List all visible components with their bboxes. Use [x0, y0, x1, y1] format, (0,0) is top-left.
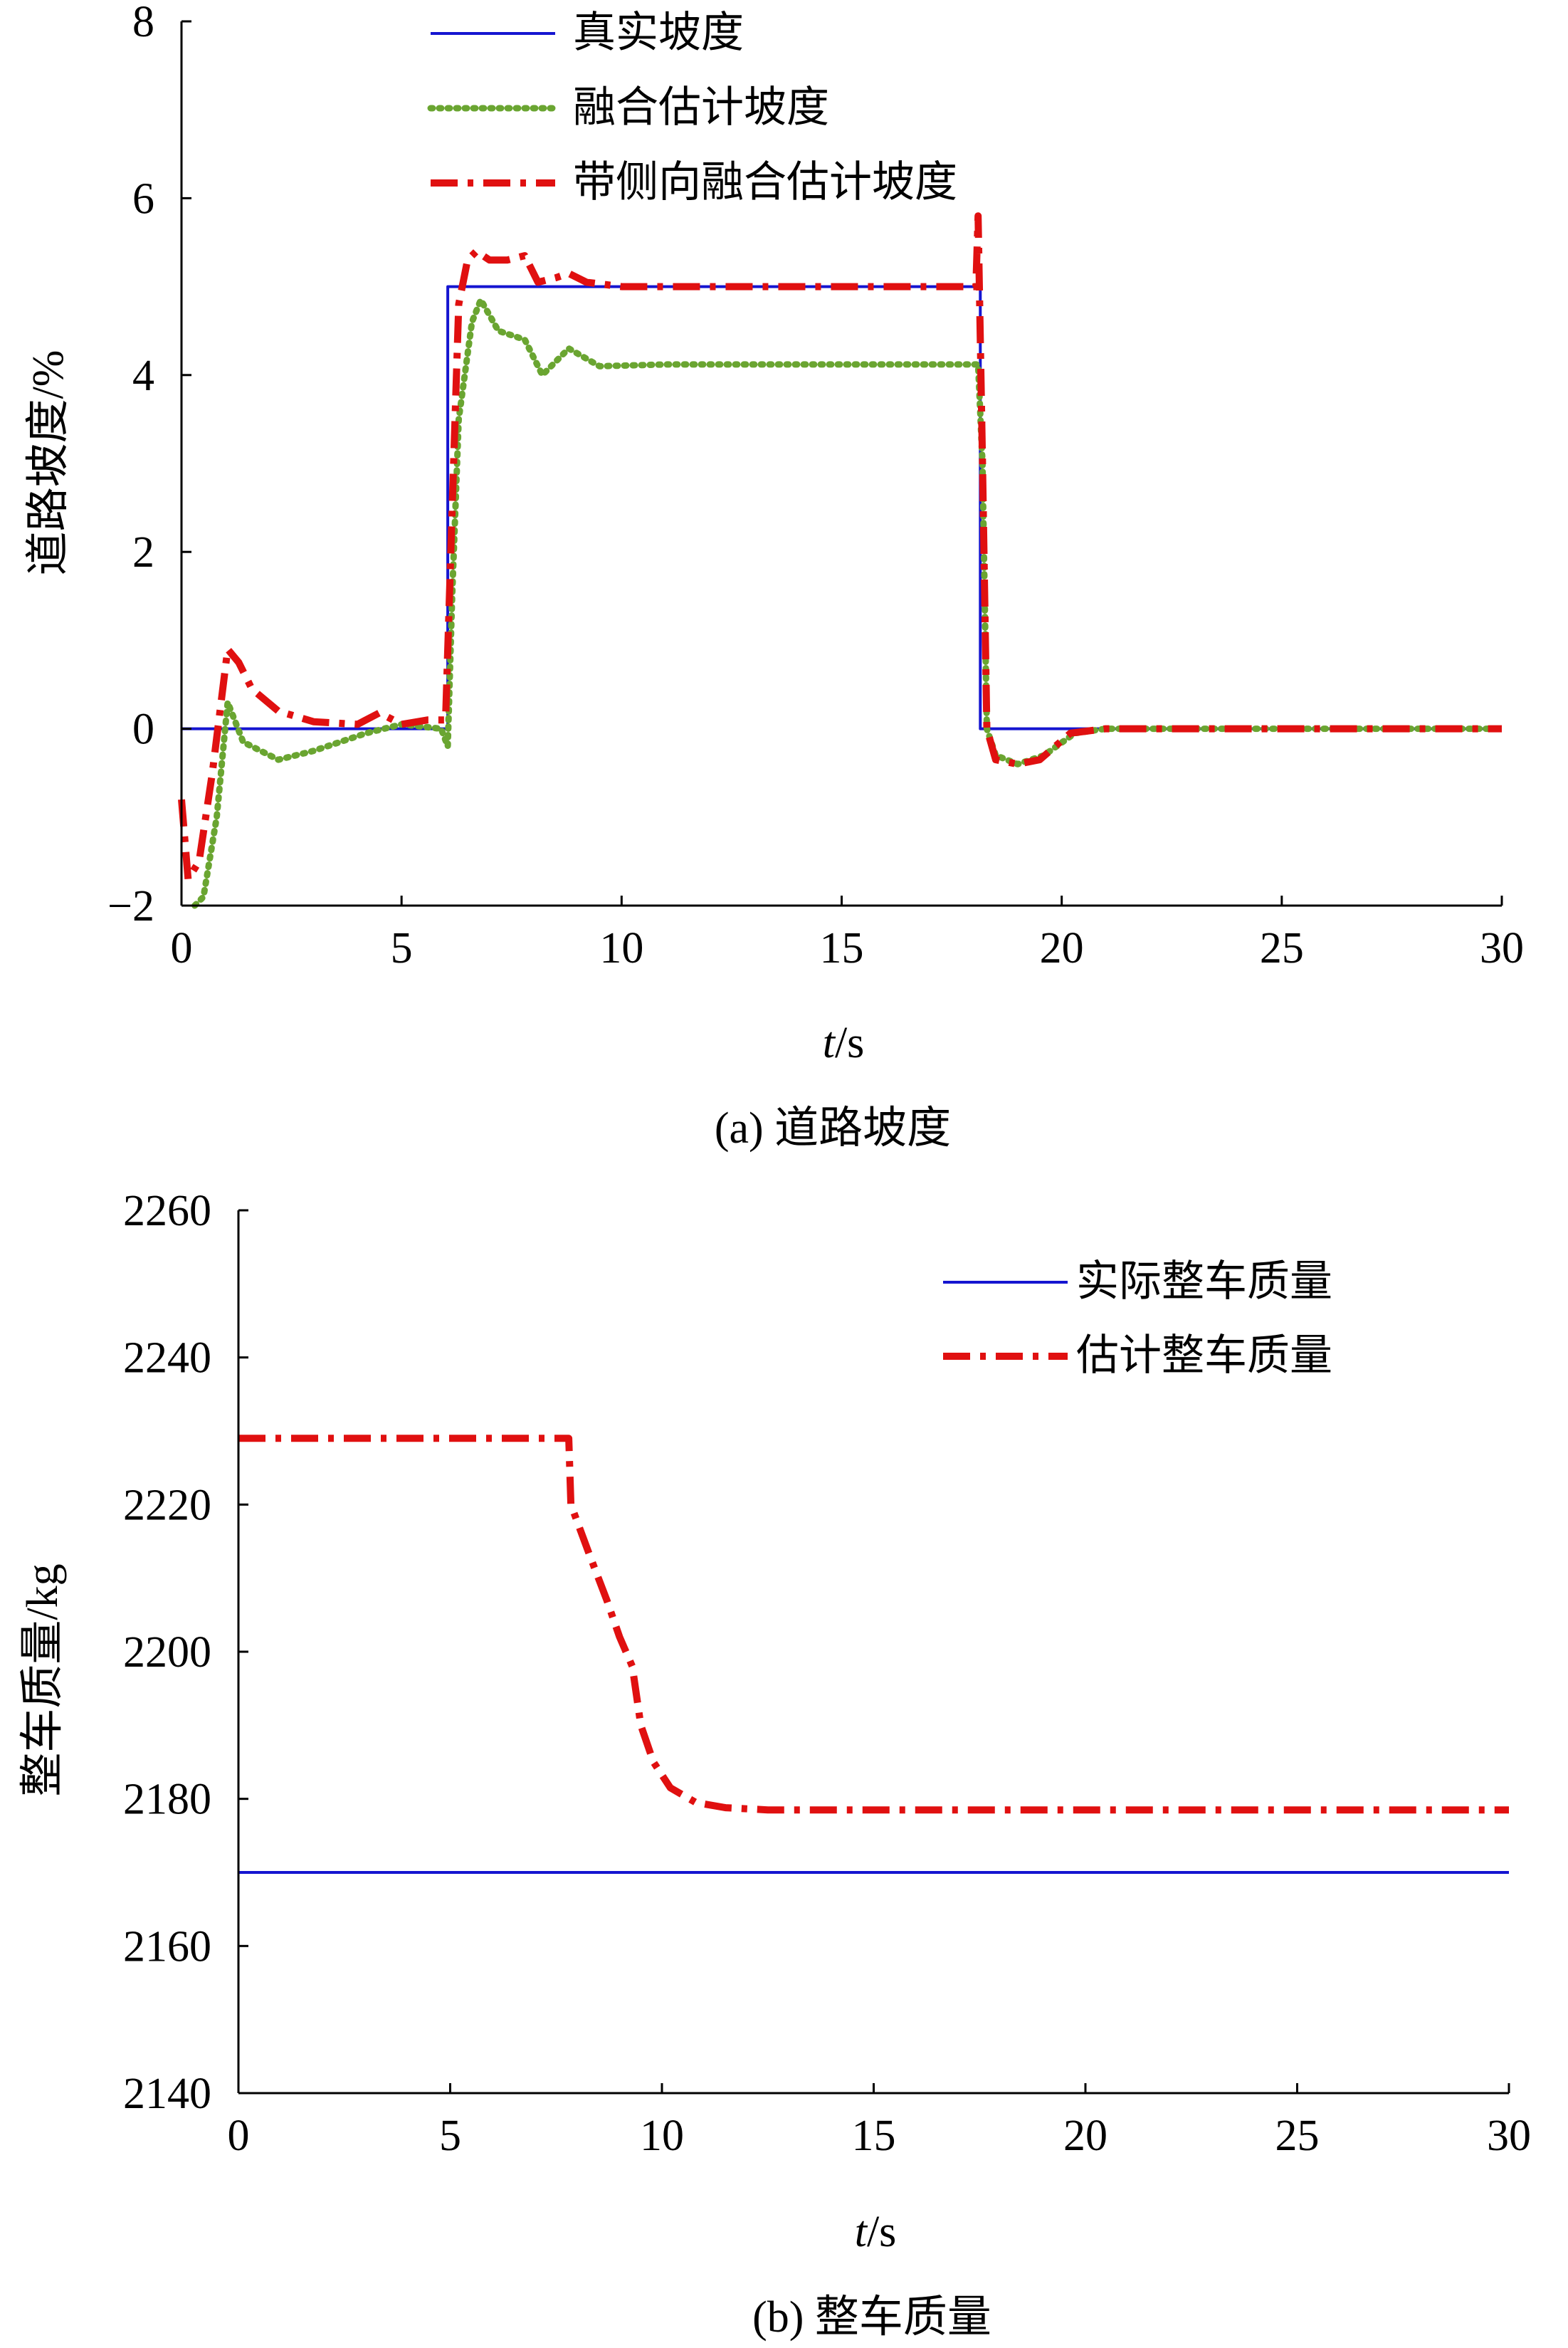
panel-a-x-tick-label: 20	[1040, 924, 1084, 973]
panel-a-y-tick-label: 4	[132, 352, 154, 400]
panel-a-ticks: 0 5 10 15 20 25 30 −2 0 2 4 6 8	[107, 0, 1524, 973]
panel-a-y-tick-label: 8	[132, 0, 154, 46]
panel-a-axes	[180, 21, 1502, 907]
panel-b-x-tick-label: 20	[1063, 2112, 1107, 2160]
panel-a-y-tick-label: −2	[107, 882, 154, 931]
panel-b-y-tick-label: 2220	[123, 1481, 211, 1529]
panel-b-y-tick-label: 2180	[123, 1776, 211, 1824]
panel-b-y-tick-label: 2260	[123, 1187, 211, 1235]
panel-a-y-tick-label: 2	[132, 528, 154, 577]
legend-label-estimated-mass: 估计整车质量	[1076, 1332, 1332, 1379]
panel-b-x-tick-label: 5	[439, 2112, 461, 2160]
panel-b-x-tick-label: 15	[852, 2112, 896, 2160]
panel-b-x-tick-label: 25	[1275, 2112, 1320, 2160]
panel-a-x-tick-label: 15	[820, 924, 864, 973]
panel-a-x-tick-label: 10	[599, 924, 643, 973]
panel-a-caption: (a) 道路坡度	[715, 1104, 951, 1153]
legend-label-fused-grade: 融合估计坡度	[573, 84, 829, 131]
legend-label-actual-mass: 实际整车质量	[1076, 1258, 1332, 1305]
panel-a-y-axis-label: 道路坡度/%	[24, 350, 73, 576]
panel-a-series-0-line	[181, 285, 1502, 730]
panel-a-series-1-line	[191, 296, 1505, 909]
legend-label-lateral-fused-grade: 带侧向融合估计坡度	[573, 159, 957, 206]
panel-a-x-tick-label: 5	[391, 924, 413, 973]
panel-a-x-tick-label: 25	[1260, 924, 1304, 973]
panel-a-y-tick-label: 6	[132, 174, 154, 223]
panel-b-legend: 实际整车质量 估计整车质量	[943, 1258, 1332, 1379]
panel-b-y-tick-label: 2160	[123, 1922, 211, 1971]
panel-b-x-tick-label: 10	[640, 2112, 684, 2160]
panel-a-x-tick-label: 30	[1480, 924, 1524, 973]
panel-b-y-tick-label: 2240	[123, 1334, 211, 1383]
panel-a-x-tick-label: 0	[171, 924, 193, 973]
legend-label-true-grade: 真实坡度	[573, 9, 744, 56]
panel-b-caption: (b) 整车质量	[752, 2293, 991, 2342]
panel-b-ticks: 0 5 10 15 20 25 30 2140 2160 2180 2200 2220 2240 2260	[123, 1187, 1531, 2160]
panel-b-x-axis-label: t/s	[855, 2208, 897, 2256]
panel-b-y-tick-label: 2140	[123, 2070, 211, 2118]
panel-a-series-2-line	[178, 212, 1502, 883]
panel-a-x-axis-label: t/s	[823, 1019, 865, 1067]
panel-a-series-group	[178, 212, 1505, 909]
panel-b-vehicle-mass: 0 5 10 15 20 25 30 2140 2160 2180 2200 2220 2240 2260…	[19, 1187, 1531, 2342]
panel-a-y-tick-label: 0	[132, 706, 154, 754]
panel-b-series-1-line	[238, 1435, 1509, 1814]
panel-b-y-axis-label: 整车质量/kg	[19, 1563, 67, 1796]
panel-b-x-tick-label: 30	[1487, 2112, 1531, 2160]
panel-b-series-group	[238, 1435, 1509, 1874]
panel-b-x-tick-label: 0	[228, 2112, 250, 2160]
panel-a-legend: 真实坡度 融合估计坡度 带侧向融合估计坡度	[427, 9, 957, 206]
panel-b-y-tick-label: 2200	[123, 1628, 211, 1677]
panel-a-road-grade: 0 5 10 15 20 25 30 −2 0 2 4 6 8 真实坡度 融合估计坡度 带侧向融合估计坡…	[24, 0, 1524, 1153]
